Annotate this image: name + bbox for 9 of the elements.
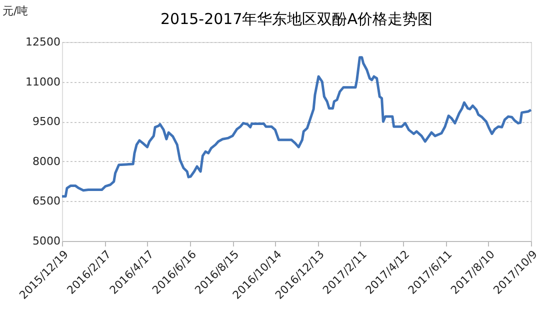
y-tick-label: 6500 xyxy=(32,194,60,208)
y-tick-label: 8000 xyxy=(32,154,60,168)
y-tick-label: 9500 xyxy=(32,115,60,128)
chart-title: 2015-2017年华东地区双酚A价格走势图 xyxy=(160,10,433,28)
y-tick-label: 12500 xyxy=(26,36,60,48)
y-tick-label: 11000 xyxy=(26,75,60,88)
line-series xyxy=(60,56,532,198)
y-tick-label: 5000 xyxy=(32,234,60,248)
y-axis-title: 元/吨 xyxy=(2,4,28,18)
